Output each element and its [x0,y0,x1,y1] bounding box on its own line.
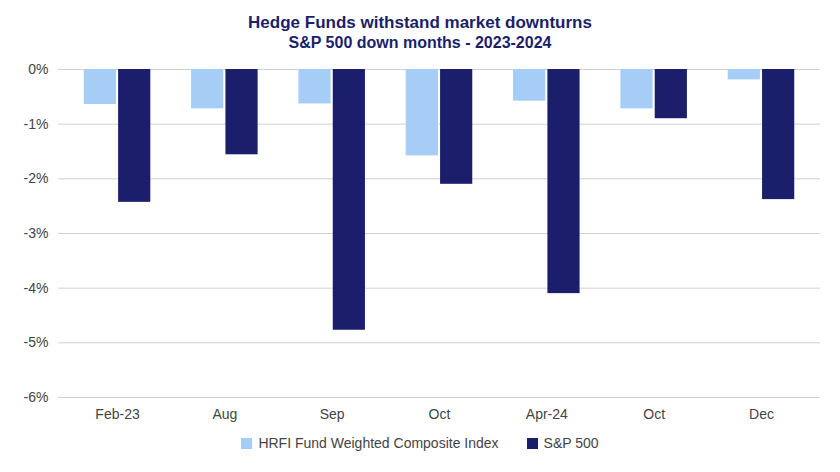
svg-text:-3%: -3% [24,225,49,241]
svg-text:-4%: -4% [24,280,49,296]
svg-text:Oct: Oct [643,406,665,422]
svg-text:-2%: -2% [24,170,49,186]
html-text:S&P 500 down months - 2023-202: S&P 500 down months - 2023-2024 [288,34,552,51]
html-text:S&P 500: S&P 500 [543,435,599,451]
html-text:Hedge Funds withstand market d: Hedge Funds withstand market downturns [248,13,592,32]
svg-text:-5%: -5% [24,334,49,350]
svg-text:Feb-23: Feb-23 [95,406,140,422]
html-text:HRFI Fund Weighted Composite I: HRFI Fund Weighted Composite Index [258,435,499,451]
svg-text:0%: 0% [28,61,48,77]
svg-text:Apr-24: Apr-24 [526,406,568,422]
svg-text:Aug: Aug [212,406,237,422]
svg-text:-1%: -1% [24,116,49,132]
svg-text:Oct: Oct [429,406,451,422]
svg-text:Dec: Dec [749,406,774,422]
svg-text:Sep: Sep [320,406,345,422]
svg-text:-6%: -6% [24,389,49,405]
